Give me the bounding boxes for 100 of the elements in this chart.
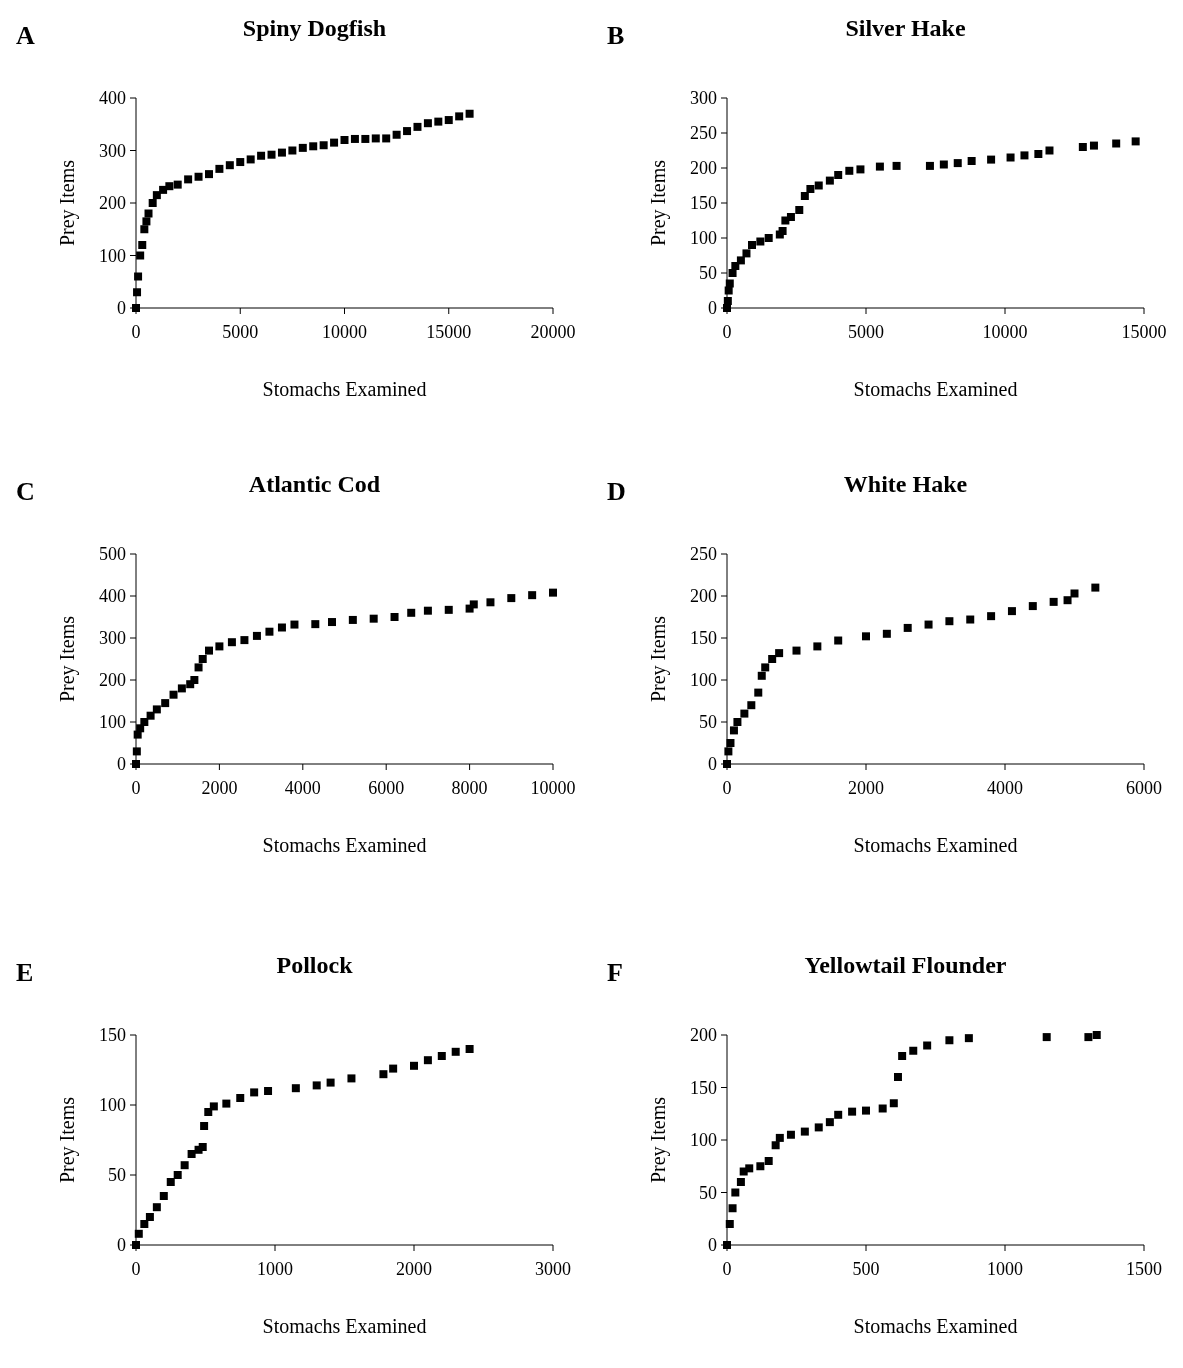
point	[834, 171, 843, 179]
point	[134, 1229, 143, 1238]
point	[939, 160, 948, 169]
point	[728, 1204, 737, 1213]
point	[290, 620, 299, 629]
point	[862, 632, 870, 641]
y-tick-label: 150	[99, 1025, 126, 1046]
point	[326, 1078, 335, 1087]
point	[754, 688, 763, 697]
point	[264, 1087, 273, 1095]
point	[165, 182, 174, 191]
x-tick-label: 8000	[451, 778, 488, 798]
point	[800, 192, 809, 200]
y-tick-label: 0	[117, 1235, 126, 1256]
point	[204, 1108, 213, 1116]
x-tick-label: 1000	[987, 1259, 1023, 1279]
x-tick-label: 4000	[987, 778, 1023, 798]
x-tick-label: 10000	[530, 778, 576, 798]
point	[145, 1213, 154, 1221]
point	[389, 1064, 398, 1073]
point	[410, 1061, 418, 1070]
x-axis-title: Stomachs Examined	[262, 1315, 427, 1337]
x-tick-label: 6000	[1126, 778, 1162, 798]
point	[756, 237, 765, 246]
point	[413, 122, 422, 131]
point	[834, 636, 843, 645]
x-tick-label: 15000	[426, 322, 472, 342]
point	[319, 141, 328, 150]
y-tick-label: 0	[117, 754, 126, 775]
x-axis-title: Stomachs Examined	[853, 834, 1018, 856]
point	[875, 162, 884, 171]
point	[215, 642, 224, 651]
point	[786, 1130, 795, 1139]
point	[465, 109, 474, 118]
chart-title: Yellowtail Flounder	[804, 952, 1007, 978]
point	[731, 262, 740, 270]
point	[1091, 583, 1100, 592]
point	[1006, 153, 1015, 162]
point	[967, 157, 976, 165]
point	[729, 726, 738, 735]
chart-title: Silver Hake	[845, 15, 966, 41]
point	[792, 646, 801, 655]
point	[225, 161, 234, 170]
y-axis-title: Prey Items	[56, 1096, 79, 1184]
point	[277, 623, 286, 632]
point	[507, 594, 516, 603]
point	[187, 1150, 196, 1158]
y-axis-title: Prey Items	[647, 1096, 670, 1184]
point	[909, 1046, 918, 1055]
y-tick-label: 50	[108, 1165, 126, 1186]
text: C	[16, 477, 35, 506]
y-tick-label: 200	[99, 193, 126, 214]
point	[856, 165, 865, 174]
y-axis-title: Prey Items	[56, 615, 79, 703]
x-tick-label: 10000	[322, 322, 367, 342]
x-tick-label: 1500	[1126, 1259, 1162, 1279]
point	[423, 1056, 432, 1065]
point	[348, 615, 357, 624]
x-tick-label: 2000	[201, 778, 238, 798]
x-tick-label: 1000	[257, 1259, 293, 1279]
point	[327, 618, 336, 627]
point	[1034, 150, 1043, 158]
point	[814, 1123, 823, 1132]
point	[451, 1047, 460, 1056]
point	[198, 1143, 207, 1151]
point	[724, 747, 733, 756]
point	[265, 627, 274, 636]
point	[757, 671, 766, 680]
point	[862, 1106, 870, 1115]
point	[953, 159, 962, 168]
y-tick-label: 0	[708, 298, 717, 319]
x-tick-label: 20000	[530, 322, 576, 342]
point	[437, 1052, 446, 1060]
point	[848, 1107, 857, 1116]
y-tick-label: 100	[690, 1130, 717, 1151]
x-tick-label: 4000	[284, 778, 321, 798]
point	[291, 1084, 300, 1093]
point	[369, 614, 378, 623]
point	[177, 684, 186, 693]
y-tick-label: 0	[708, 1235, 717, 1256]
point	[834, 1110, 843, 1119]
x-tick-label: 0	[131, 1259, 141, 1279]
point	[133, 288, 142, 297]
point	[764, 1157, 773, 1165]
point	[392, 130, 401, 139]
point	[748, 241, 757, 249]
chart-title: Atlantic Cod	[248, 471, 381, 497]
point	[742, 249, 751, 258]
point	[444, 116, 453, 125]
y-tick-label: 50	[699, 712, 717, 733]
point	[1049, 597, 1058, 606]
x-axis-title: Stomachs Examined	[853, 378, 1018, 400]
point	[298, 143, 307, 152]
chart-title: Pollock	[276, 952, 354, 978]
point	[140, 718, 149, 726]
point	[987, 155, 996, 164]
point	[140, 1220, 149, 1228]
point	[756, 1162, 765, 1171]
point	[728, 269, 737, 277]
point	[144, 209, 153, 218]
